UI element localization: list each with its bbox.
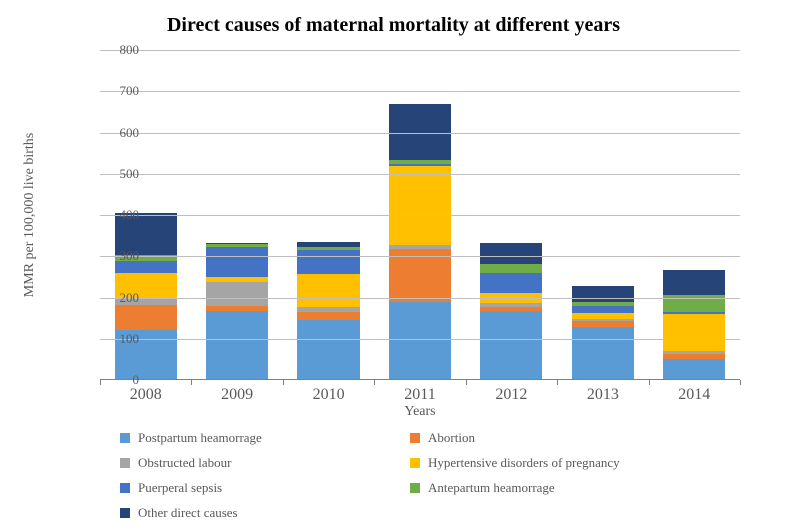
legend-swatch <box>120 433 130 443</box>
bar-segment-hypertensive <box>663 314 725 351</box>
bar-segment-puerperal_sepsis <box>480 273 542 293</box>
legend-item-abortion: Abortion <box>410 425 700 450</box>
bar-segment-postpartum_heamorrage <box>206 311 268 380</box>
chart-title: Direct causes of maternal mortality at d… <box>0 0 787 37</box>
legend-item-puerperal_sepsis: Puerperal sepsis <box>120 475 410 500</box>
bar-segment-antepartum <box>480 264 542 273</box>
plot-area <box>100 50 740 380</box>
legend-swatch <box>120 458 130 468</box>
grid-line <box>100 174 740 175</box>
legend: Postpartum heamorrage Abortion Obstructed … <box>120 425 720 525</box>
legend-item-obstructed_labour: Obstructed labour <box>120 450 410 475</box>
y-tick-label: 800 <box>99 42 139 58</box>
x-tick-label: 2012 <box>480 386 542 404</box>
legend-item-antepartum: Antepartum heamorrage <box>410 475 700 500</box>
bar-segment-other <box>480 243 542 264</box>
grid-line <box>100 91 740 92</box>
x-tick-mark <box>557 380 558 385</box>
y-tick-label: 200 <box>99 290 139 306</box>
legend-label: Other direct causes <box>138 505 238 521</box>
x-tick-label: 2008 <box>115 386 177 404</box>
bar-group <box>480 243 542 380</box>
bar-segment-postpartum_heamorrage <box>297 320 359 380</box>
bar-segment-puerperal_sepsis <box>297 250 359 274</box>
bar-segment-other <box>572 286 634 302</box>
legend-swatch <box>410 433 420 443</box>
bar-segment-postpartum_heamorrage <box>389 302 451 380</box>
grid-line <box>100 256 740 257</box>
grid-line <box>100 339 740 340</box>
x-axis-line <box>100 379 740 380</box>
grid-line <box>100 298 740 299</box>
x-tick-mark <box>191 380 192 385</box>
bar-segment-puerperal_sepsis <box>572 306 634 313</box>
y-tick-label: 100 <box>99 331 139 347</box>
legend-swatch <box>410 483 420 493</box>
bar-segment-puerperal_sepsis <box>206 247 268 277</box>
legend-label: Antepartum heamorrage <box>428 480 555 496</box>
x-tick-mark <box>374 380 375 385</box>
bar-segment-postpartum_heamorrage <box>480 311 542 380</box>
x-tick-label: 2013 <box>572 386 634 404</box>
chart-container: Direct causes of maternal mortality at d… <box>0 0 787 530</box>
bar-group <box>297 242 359 380</box>
y-tick-label: 500 <box>99 166 139 182</box>
legend-label: Hypertensive disorders of pregnancy <box>428 455 620 471</box>
y-tick-label: 300 <box>99 248 139 264</box>
bar-group <box>663 270 725 380</box>
bar-group <box>572 286 634 380</box>
x-axis-title: Years <box>100 404 740 420</box>
y-tick-label: 700 <box>99 83 139 99</box>
x-tick-mark <box>740 380 741 385</box>
bar-group <box>206 243 268 380</box>
x-tick-mark <box>649 380 650 385</box>
legend-item-postpartum_heamorrage: Postpartum heamorrage <box>120 425 410 450</box>
bar-segment-abortion <box>297 312 359 320</box>
x-tick-label: 2011 <box>389 386 451 404</box>
x-tick-mark <box>466 380 467 385</box>
y-tick-label: 400 <box>99 207 139 223</box>
y-axis-title: MMR per 100,000 live births <box>22 133 38 298</box>
grid-line <box>100 133 740 134</box>
legend-swatch <box>120 508 130 518</box>
legend-item-hypertensive: Hypertensive disorders of pregnancy <box>410 450 700 475</box>
legend-label: Postpartum heamorrage <box>138 430 262 446</box>
grid-line <box>100 215 740 216</box>
x-tick-label: 2009 <box>206 386 268 404</box>
bar-segment-other <box>663 270 725 295</box>
x-tick-label: 2014 <box>663 386 725 404</box>
bar-segment-hypertensive <box>389 166 451 244</box>
legend-label: Abortion <box>428 430 475 446</box>
y-tick-label: 600 <box>99 125 139 141</box>
legend-swatch <box>120 483 130 493</box>
legend-label: Obstructed labour <box>138 455 232 471</box>
bar-segment-postpartum_heamorrage <box>663 359 725 380</box>
x-tick-label: 2010 <box>297 386 359 404</box>
grid-line <box>100 50 740 51</box>
legend-swatch <box>410 458 420 468</box>
bar-segment-obstructed_labour <box>206 282 268 306</box>
bar-segment-hypertensive <box>297 274 359 308</box>
bar-segment-postpartum_heamorrage <box>572 327 634 380</box>
bar-segment-abortion <box>115 305 177 330</box>
x-tick-mark <box>283 380 284 385</box>
legend-label: Puerperal sepsis <box>138 480 222 496</box>
legend-item-other: Other direct causes <box>120 500 410 525</box>
